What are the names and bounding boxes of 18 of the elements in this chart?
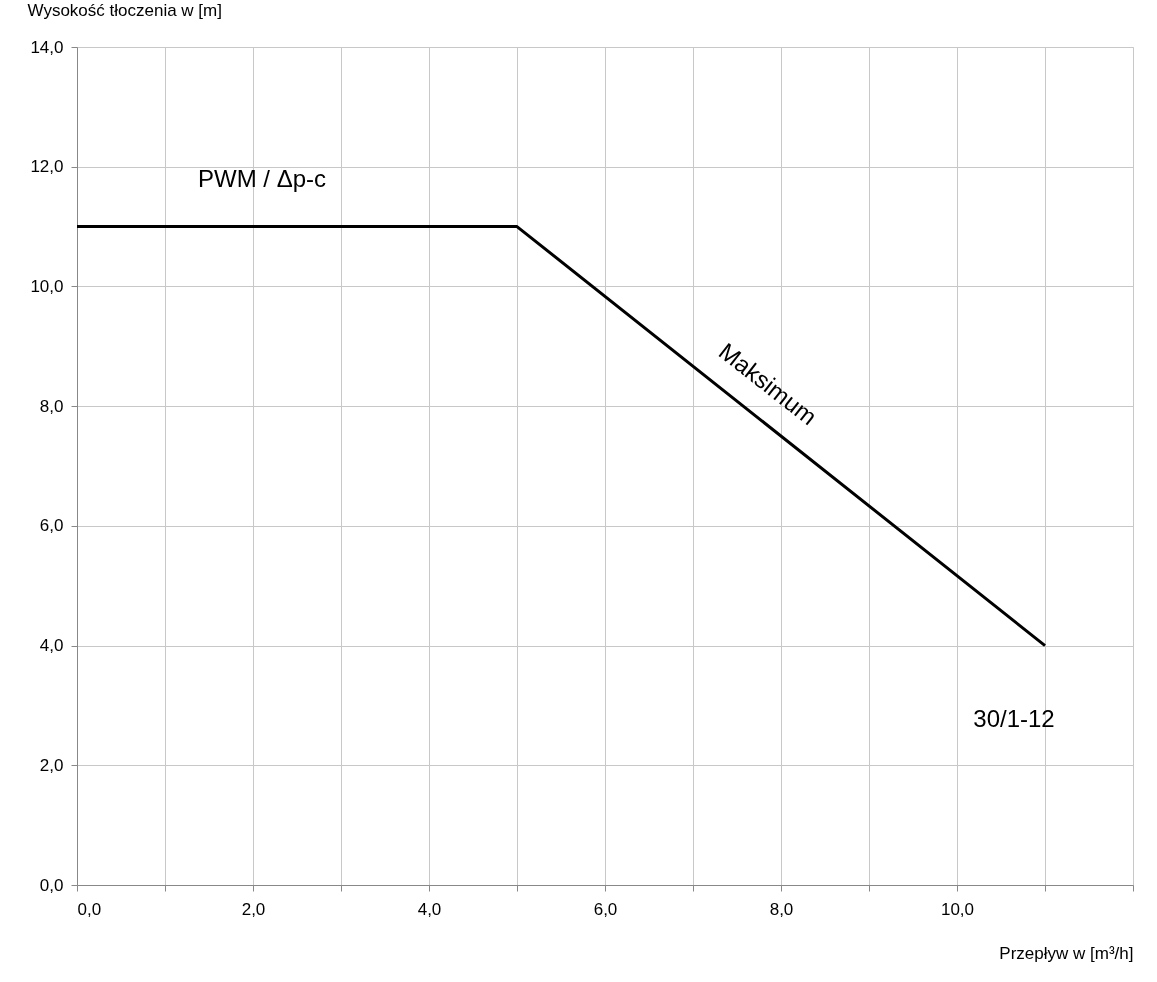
y-tick-label: 4,0	[39, 636, 64, 656]
y-tick-label: 2,0	[39, 755, 64, 775]
x-tick-label: 6,0	[593, 899, 618, 919]
x-tick-label: 0,0	[77, 899, 102, 919]
x-tick-label: 4,0	[417, 899, 442, 919]
x-tick-label: 10,0	[940, 899, 975, 919]
x-tick-label: 2,0	[241, 899, 266, 919]
x-tick-label: 8,0	[769, 899, 794, 919]
annotation: PWM / Δp-c	[197, 165, 327, 192]
x-axis-title: Przepływ w [m³/h]	[999, 943, 1134, 963]
y-axis-title: Wysokość tłoczenia w [m]	[27, 0, 222, 20]
y-tick-label: 12,0	[30, 157, 64, 177]
y-tick-label: 0,0	[39, 875, 64, 895]
y-tick-label: 10,0	[30, 276, 64, 296]
y-tick-label: 6,0	[39, 516, 64, 536]
y-tick-label: 8,0	[39, 396, 64, 416]
y-tick-label: 14,0	[30, 37, 64, 57]
annotation: 30/1-12	[973, 705, 1055, 732]
